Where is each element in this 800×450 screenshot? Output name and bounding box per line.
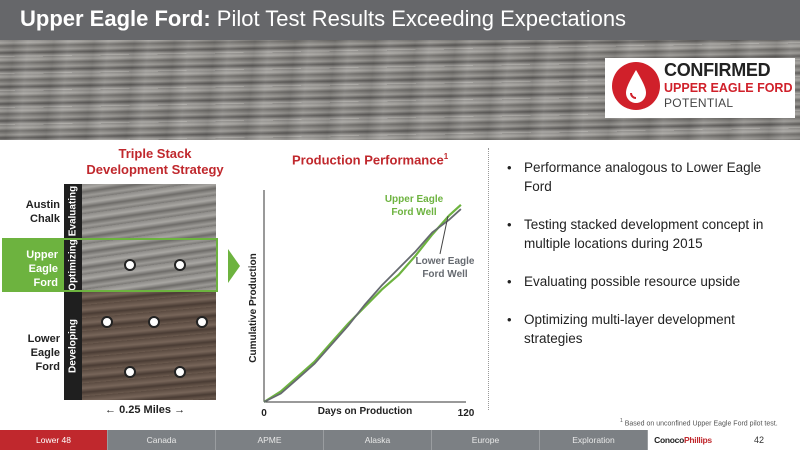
- bullet-item: • Evaluating possible resource upside: [507, 274, 741, 289]
- scale-bar: ← 0.25 Miles →: [105, 404, 185, 416]
- footer-nav: Lower 48 Canada APME Alaska Europe Explo…: [0, 430, 800, 450]
- footnote: 1 Based on unconfined Upper Eagle Ford p…: [620, 418, 778, 428]
- badge-confirmed: CONFIRMED: [664, 60, 771, 80]
- bullet-list: • Performance analogous to Lower Eagle Fo…: [505, 158, 790, 367]
- tab-europe[interactable]: Europe: [432, 430, 540, 450]
- oil-drop-icon: [612, 62, 660, 110]
- divider: [488, 148, 489, 410]
- well-marker: [101, 316, 113, 328]
- chart-title: Production Performance1: [292, 152, 449, 168]
- title-bar: Upper Eagle Ford: Pilot Test Results Exc…: [0, 0, 800, 40]
- y-axis-label: Cumulative Production: [248, 253, 259, 362]
- tab-exploration[interactable]: Exploration: [540, 430, 648, 450]
- layer-name-upper-eagle-ford: Upper Eagle Ford: [2, 238, 64, 292]
- layer-status-developing: Developing: [64, 292, 82, 400]
- x-tick-label: 120: [458, 408, 475, 419]
- slide-title: Upper Eagle Ford: Pilot Test Results Exc…: [20, 6, 627, 31]
- legend-upper-label: Ford Well: [391, 207, 437, 218]
- layer-name-austin-chalk: Austin Chalk: [25, 199, 60, 225]
- bullet-item: • Optimizing multi-layer development stra…: [507, 312, 735, 346]
- tab-canada[interactable]: Canada: [108, 430, 216, 450]
- tab-alaska[interactable]: Alaska: [324, 430, 432, 450]
- x-tick-label: 0: [261, 408, 267, 419]
- bullet-item: • Performance analogous to Lower Eagle Fo…: [507, 160, 762, 194]
- series-line-0: [263, 203, 462, 403]
- legend-pointer-line: [439, 215, 449, 255]
- optimizing-highlight-box: [2, 238, 218, 292]
- legend-lower-label: Ford Well: [422, 269, 468, 280]
- well-marker: [174, 366, 186, 378]
- well-marker: [124, 259, 136, 271]
- well-marker: [124, 366, 136, 378]
- scale-label: 0.25 Miles: [119, 404, 172, 416]
- tab-lower-48[interactable]: Lower 48: [0, 430, 108, 450]
- layer-name-lower-eagle-ford: Lower Eagle Ford: [27, 333, 60, 373]
- developing-rock-image: [82, 292, 216, 400]
- production-chart: 0 120 Days on Production Cumulative Product…: [248, 190, 475, 419]
- series-line-1: [263, 208, 462, 403]
- legend-lower-label: Lower Eagle: [416, 256, 475, 267]
- legend-upper-label: Upper Eagle: [385, 194, 444, 205]
- badge-upper-eagle-ford: UPPER EAGLE FORD: [664, 81, 793, 95]
- badge-potential: POTENTIAL: [664, 96, 734, 110]
- page-number: 42: [718, 430, 800, 450]
- well-marker: [174, 259, 186, 271]
- arrow-right-scale-icon: →: [174, 404, 186, 416]
- tab-apme[interactable]: APME: [216, 430, 324, 450]
- well-marker: [148, 316, 160, 328]
- layer-status-evaluating: Evaluating: [64, 184, 82, 238]
- arrow-right-icon: [228, 249, 240, 283]
- arrow-left-icon: ←: [105, 404, 116, 416]
- stack-heading: Triple Stack Development Strategy: [86, 146, 224, 177]
- conocophillips-logo: Conoco Phillips: [648, 430, 718, 450]
- layer-status-optimizing: Optimizing: [64, 238, 82, 292]
- x-axis-label: Days on Production: [318, 406, 412, 417]
- bullet-item: • Testing stacked development concept in …: [507, 217, 764, 251]
- well-marker: [196, 316, 208, 328]
